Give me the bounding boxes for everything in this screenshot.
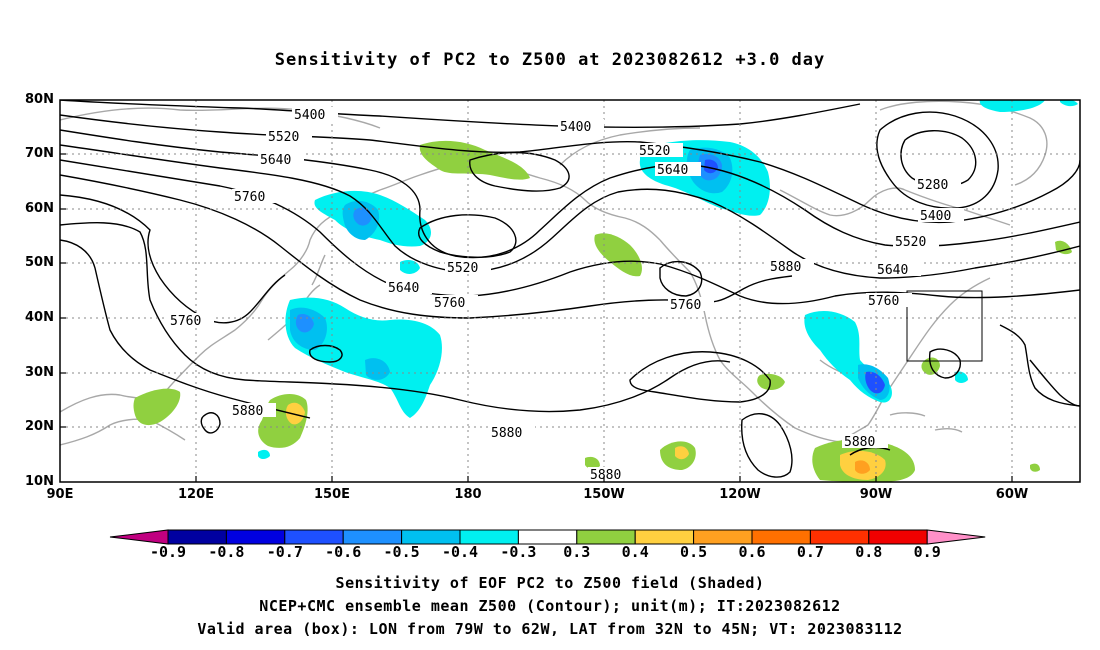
colorbar-label: 0.3 xyxy=(563,543,591,561)
lat-label: 50N xyxy=(25,255,54,270)
contour-label: 5520 xyxy=(447,261,478,276)
contour-label: 5760 xyxy=(234,190,265,205)
lat-label: 20N xyxy=(25,419,54,434)
colorbar-cell xyxy=(225,529,286,545)
colorbar-cell xyxy=(401,529,461,545)
colorbar-label: 0.5 xyxy=(680,543,708,561)
colorbar-label: 0.4 xyxy=(621,543,649,561)
colorbar-cell xyxy=(809,529,870,545)
contour-label: 5880 xyxy=(590,468,621,483)
contour-label: 5640 xyxy=(657,163,688,178)
contour-label: 5280 xyxy=(917,178,948,193)
contour-label: 5760 xyxy=(434,296,465,311)
lon-label: 90E xyxy=(46,487,74,502)
lon-label: 150W xyxy=(583,487,625,502)
colorbar-label: 0.9 xyxy=(913,543,941,561)
colorbar-label: -0.9 xyxy=(149,543,187,561)
contour-label: 5760 xyxy=(670,298,701,313)
lon-label: 180 xyxy=(454,487,482,502)
lat-label: 40N xyxy=(25,310,54,325)
caption-line-1: Sensitivity of EOF PC2 to Z500 field (Sh… xyxy=(335,574,765,592)
coastlines xyxy=(60,100,1048,473)
colorbar-cell xyxy=(284,529,344,545)
colorbar-label: -0.8 xyxy=(208,543,245,561)
map-title: Sensitivity of PC2 to Z500 at 2023082612… xyxy=(274,50,826,70)
z500-contours xyxy=(60,100,1080,478)
colorbar-label: -0.4 xyxy=(441,543,479,561)
contour-label: 5880 xyxy=(844,435,875,450)
colorbar-label: -0.7 xyxy=(266,543,303,561)
colorbar-cell xyxy=(693,529,753,545)
caption-line-2: NCEP+CMC ensemble mean Z500 (Contour); u… xyxy=(259,597,841,615)
lat-label: 10N xyxy=(25,474,54,489)
colorbar-cell xyxy=(109,529,169,545)
contour-label: 5640 xyxy=(388,281,419,296)
colorbar-label: -0.5 xyxy=(383,543,420,561)
colorbar xyxy=(109,529,986,545)
valid-area-box xyxy=(906,290,983,362)
colorbar-cell xyxy=(926,529,986,545)
contour-label: 5400 xyxy=(920,209,951,224)
contour-label: 5400 xyxy=(560,120,591,135)
lat-label: 30N xyxy=(25,365,54,380)
colorbar-cell xyxy=(517,529,578,545)
map-frame xyxy=(59,99,1081,483)
lon-label: 60W xyxy=(995,487,1029,502)
contour-label: 5760 xyxy=(868,294,899,309)
colorbar-cell xyxy=(751,529,811,545)
lon-label: 120E xyxy=(177,487,215,502)
colorbar-label: 0.8 xyxy=(855,543,883,561)
contour-label: 5880 xyxy=(491,426,522,441)
colorbar-cell xyxy=(167,529,227,545)
colorbar-label: 0.7 xyxy=(796,543,824,561)
contour-label: 5520 xyxy=(268,130,299,145)
colorbar-label: -0.3 xyxy=(500,543,537,561)
colorbar-label: -0.6 xyxy=(325,543,362,561)
sensitivity-shading xyxy=(133,100,1078,482)
lon-label: 90W xyxy=(859,487,893,502)
contour-label: 5400 xyxy=(294,108,325,123)
contour-label: 5520 xyxy=(639,144,670,159)
colorbar-cell xyxy=(342,529,403,545)
contour-label: 5880 xyxy=(770,260,801,275)
colorbar-cell xyxy=(868,529,928,545)
lat-label: 60N xyxy=(25,201,54,216)
colorbar-cell xyxy=(576,529,636,545)
contour-label: 5880 xyxy=(232,404,263,419)
contour-label: 5640 xyxy=(260,153,291,168)
lon-label: 150E xyxy=(313,487,351,502)
lat-label: 80N xyxy=(25,92,54,107)
lat-label: 70N xyxy=(25,146,54,161)
contour-label: 5760 xyxy=(170,314,201,329)
lon-label: 120W xyxy=(719,487,761,502)
gridlines xyxy=(60,100,1080,482)
contour-labels: 5400 5400 5520 5640 5760 5760 5520 5640 … xyxy=(168,107,964,483)
caption-line-3: Valid area (box): LON from 79W to 62W, L… xyxy=(197,620,903,638)
contour-label: 5520 xyxy=(895,235,926,250)
colorbar-cell xyxy=(634,529,695,545)
colorbar-label: 0.6 xyxy=(738,543,766,561)
contour-label: 5640 xyxy=(877,263,908,278)
colorbar-cell xyxy=(459,529,519,545)
